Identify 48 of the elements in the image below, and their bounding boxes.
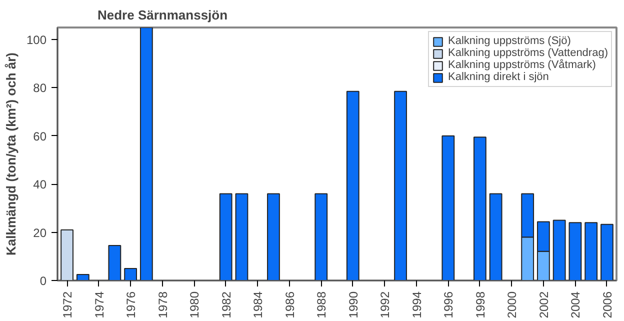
bar [140,28,153,280]
bar [600,224,614,280]
bar [442,135,455,280]
x-tick-label: 1982 [219,291,234,318]
y-tick-label: 40 [33,178,47,192]
x-tick-label: 2006 [600,291,614,318]
x-tick-label: 1998 [473,291,488,318]
x-tick-label: 1984 [251,291,266,318]
bar [552,220,566,280]
y-axis-title: Kalkmängd (ton/yta (km²) och år) [3,52,18,256]
chart-title: Nedre Särnmanssjön [98,8,228,22]
bar [394,90,407,280]
x-tick-label: 2002 [536,291,551,318]
x-tick-label: 1976 [124,291,138,318]
bar [124,268,138,280]
x-tick-label: 1994 [410,291,424,318]
bar [346,90,360,280]
x-tick-label: 1986 [282,291,297,318]
y-tick-label: 20 [33,226,47,240]
bar [568,222,582,280]
x-tick-label: 1978 [156,291,170,318]
x-tick-label: 2004 [568,291,583,318]
y-tick-label: 100 [26,33,47,48]
x-tick-label: 1974 [92,291,106,318]
x-tick-label: 1992 [378,291,392,318]
legend-label: Kalkning uppströms (Vattendrag) [448,47,608,59]
bar [108,245,122,280]
bar [267,193,280,280]
y-tick-label: 0 [40,274,47,288]
bar [60,229,74,280]
bar [489,193,502,280]
x-tick-label: 1972 [60,291,75,318]
bar [584,222,598,280]
bar [473,136,486,280]
bar [219,193,232,280]
x-tick-label: 1980 [188,291,202,318]
x-tick-label: 1988 [314,291,329,318]
x-tick-label: 2000 [505,291,520,318]
y-tick-label: 60 [33,129,47,144]
x-tick-label: 1990 [346,291,360,318]
x-tick-label: 1996 [442,291,456,318]
bar [314,193,328,280]
legend-label: Kalkning direkt i sjön [448,71,549,83]
legend-label: Kalkning uppströms (Sjö) [448,35,571,47]
bar [235,193,248,280]
legend-label: Kalkning uppströms (Våtmark) [448,59,596,71]
y-tick-label: 80 [33,81,47,96]
bar [76,274,90,280]
